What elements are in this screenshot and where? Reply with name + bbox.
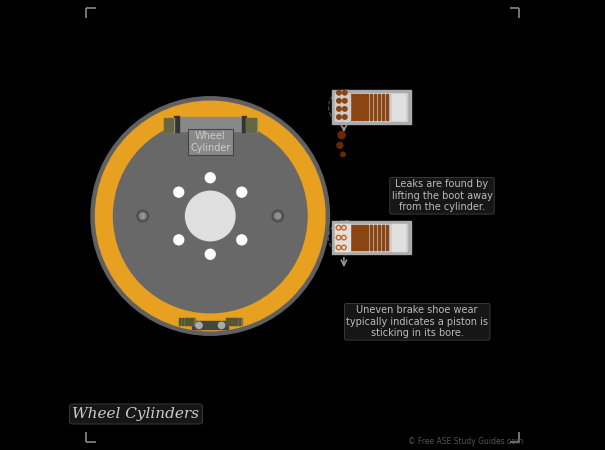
Bar [370,94,372,120]
Circle shape [218,322,224,328]
Circle shape [174,187,184,197]
Bar [164,118,165,132]
Bar [182,318,183,325]
Circle shape [342,115,347,119]
Bar [172,118,174,132]
Bar [185,318,186,325]
Bar [365,225,368,250]
Circle shape [338,131,345,139]
Text: ↕: ↕ [275,213,280,219]
Bar [349,225,352,250]
Text: Wheel
Cylinder: Wheel Cylinder [190,131,231,153]
Bar [178,318,180,325]
Bar [253,118,254,132]
Bar [238,318,240,325]
Bar [335,93,407,121]
Bar [353,94,356,120]
Circle shape [341,152,345,157]
Bar [374,94,376,120]
Circle shape [196,322,202,328]
Text: ↕: ↕ [140,213,145,219]
Bar [229,318,231,325]
Circle shape [237,187,247,197]
Bar [232,318,234,325]
Bar [386,94,388,120]
Circle shape [114,119,307,313]
Bar [361,225,364,250]
Circle shape [174,235,184,245]
Bar [226,318,227,325]
Circle shape [205,173,215,183]
Text: Uneven brake shoe wear
typically indicates a piston is
sticking in its bore.: Uneven brake shoe wear typically indicat… [346,305,488,338]
Bar [235,318,237,325]
Bar [370,225,372,250]
Bar [358,225,360,250]
Bar [242,116,246,132]
Bar [365,94,368,120]
Circle shape [137,210,149,222]
Bar [382,94,384,120]
Bar [332,90,411,124]
Circle shape [337,142,343,148]
Circle shape [342,90,347,95]
Bar [246,118,247,132]
Text: Wheel Cylinders: Wheel Cylinders [73,407,200,421]
Bar [174,116,178,132]
Bar [171,118,172,132]
Circle shape [272,210,284,222]
Bar [386,225,388,250]
Bar [164,118,174,132]
Bar [178,318,194,325]
Bar [178,117,242,131]
Bar [169,118,170,132]
Circle shape [275,213,281,219]
Circle shape [186,191,235,241]
Bar [382,225,384,250]
Bar [349,94,352,120]
Circle shape [237,235,247,245]
Bar [353,225,356,250]
Circle shape [96,101,325,331]
Bar [378,225,380,250]
Bar [246,118,257,132]
Text: Leaks are found by
lifting the boot away
from the cylinder.: Leaks are found by lifting the boot away… [391,179,492,212]
Circle shape [342,107,347,111]
Bar [226,318,242,325]
Bar [335,224,350,251]
Circle shape [342,99,347,103]
Bar [248,118,249,132]
Circle shape [205,249,215,259]
Bar [378,94,380,120]
Bar [255,118,256,132]
Bar [191,318,193,325]
Circle shape [140,213,146,219]
Circle shape [91,97,330,335]
Bar [188,318,190,325]
Circle shape [337,99,341,103]
Bar [391,224,405,251]
Bar [332,220,411,254]
Text: © Free ASE Study Guides.com: © Free ASE Study Guides.com [408,436,523,446]
Bar [374,225,376,250]
Bar [361,94,364,120]
Bar [391,94,405,120]
Bar [192,321,228,329]
Circle shape [337,107,341,111]
Bar [335,94,350,120]
Circle shape [337,90,341,95]
Circle shape [337,115,341,119]
Bar [358,94,360,120]
Bar [335,224,407,251]
